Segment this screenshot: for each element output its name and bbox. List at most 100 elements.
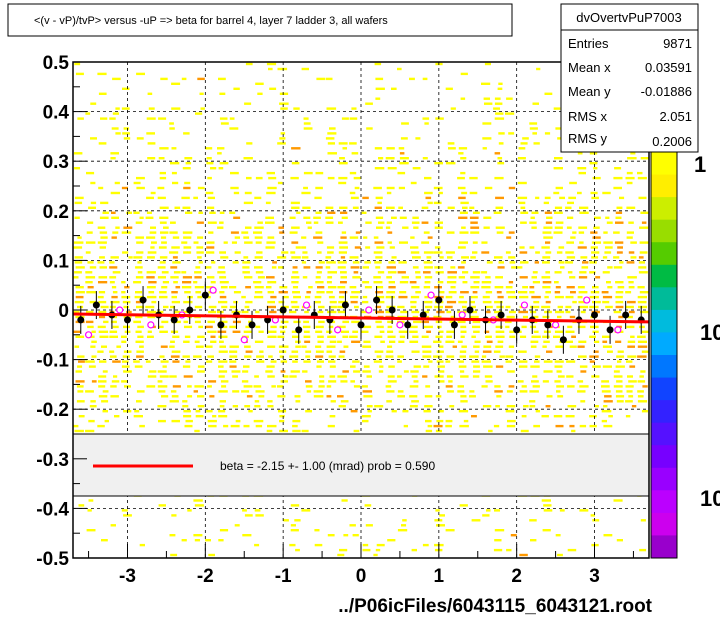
heatmap-cell <box>545 251 552 254</box>
heatmap-cell <box>401 276 409 279</box>
heatmap-cell <box>617 360 622 363</box>
heatmap-cell <box>544 211 552 214</box>
heatmap-cell <box>187 395 193 398</box>
y-tick-label: 0.3 <box>43 152 69 173</box>
heatmap-cell <box>494 300 503 304</box>
heatmap-cell <box>157 405 167 408</box>
heatmap-cell <box>327 335 336 338</box>
heatmap-cell <box>246 395 253 398</box>
heatmap-cell <box>99 335 109 338</box>
heatmap-cell <box>374 206 382 209</box>
heatmap-cell <box>373 553 378 557</box>
heatmap-cell <box>303 122 311 125</box>
heatmap-cell <box>602 365 612 368</box>
heatmap-cell <box>433 201 442 205</box>
heatmap-cell <box>315 276 321 279</box>
heatmap-cell <box>101 400 109 403</box>
heatmap-cell <box>386 291 396 294</box>
heatmap-cell <box>244 241 253 244</box>
heatmap-cell <box>546 216 553 219</box>
heatmap-cell <box>258 330 264 333</box>
heatmap-cell <box>121 295 131 299</box>
heatmap-cell <box>315 300 321 304</box>
heatmap-cell <box>157 196 166 200</box>
heatmap-cell <box>290 524 296 527</box>
heatmap-cell <box>630 152 636 155</box>
heatmap-cell <box>387 241 392 244</box>
heatmap-cell <box>457 320 466 324</box>
palette-segment <box>651 400 677 424</box>
heatmap-cell <box>235 419 241 423</box>
heatmap-cell <box>482 405 492 408</box>
heatmap-cell <box>301 236 307 239</box>
heatmap-cell <box>616 400 624 403</box>
heatmap-cell <box>159 171 166 175</box>
heatmap-cell <box>182 365 191 368</box>
heatmap-cell <box>579 365 588 368</box>
heatmap-cell <box>146 236 156 239</box>
heatmap-cell <box>364 261 371 264</box>
heatmap-cell <box>269 87 277 90</box>
heatmap-cell <box>581 266 589 269</box>
heatmap-cell <box>424 325 433 329</box>
heatmap-cell <box>113 375 118 378</box>
heatmap-cell <box>410 246 419 249</box>
heatmap-cell <box>630 335 635 338</box>
heatmap-cell <box>244 305 250 309</box>
y-tick-label: 0.5 <box>43 53 70 74</box>
heatmap-cell <box>625 385 634 388</box>
heatmap-cell <box>305 380 312 383</box>
heatmap-cell <box>374 167 385 170</box>
heatmap-cell <box>470 231 480 234</box>
heatmap-cell <box>325 137 335 140</box>
heatmap-cell <box>302 206 311 209</box>
heatmap-cell <box>379 365 384 368</box>
heatmap-cell <box>210 335 216 338</box>
heatmap-cell <box>98 385 106 388</box>
heatmap-cell <box>530 365 540 368</box>
heatmap-cell <box>413 320 421 324</box>
heatmap-cell <box>194 539 200 542</box>
heatmap-cell <box>457 385 464 388</box>
heatmap-cell <box>398 330 408 333</box>
heatmap-cell <box>109 276 117 279</box>
heatmap-cell <box>495 325 503 329</box>
heatmap-cell <box>133 211 140 214</box>
heatmap-cell <box>628 395 634 398</box>
heatmap-cell <box>424 266 433 269</box>
heatmap-cell <box>425 305 433 309</box>
heatmap-cell <box>289 375 297 378</box>
heatmap-cell <box>184 181 191 185</box>
heatmap-cell <box>342 335 349 338</box>
heatmap-cell <box>387 231 393 234</box>
heatmap-cell <box>602 300 610 304</box>
heatmap-cell <box>303 127 313 130</box>
heatmap-cell <box>339 291 348 294</box>
heatmap-cell <box>472 251 478 254</box>
heatmap-cell <box>100 117 108 120</box>
heatmap-cell <box>229 365 237 368</box>
heatmap-cell <box>553 335 561 338</box>
heatmap-cell <box>257 92 263 95</box>
heatmap-cell <box>279 419 285 423</box>
heatmap-cell <box>387 345 393 348</box>
heatmap-cell <box>615 216 622 219</box>
heatmap-cell <box>590 191 598 195</box>
heatmap-cell <box>532 385 540 388</box>
heatmap-cell <box>423 410 431 413</box>
heatmap-cell <box>350 295 359 299</box>
heatmap-cell <box>219 295 227 299</box>
heatmap-cell <box>146 276 155 279</box>
heatmap-cell <box>265 216 274 219</box>
heatmap-cell <box>254 226 264 229</box>
heatmap-cell <box>279 231 285 234</box>
legend-text: beta = -2.15 +- 1.00 (mrad) prob = 0.590 <box>220 459 435 473</box>
heatmap-cell <box>482 295 490 299</box>
heatmap-cell <box>290 300 298 304</box>
heatmap-cell <box>279 286 288 289</box>
heatmap-cell <box>330 305 337 309</box>
heatmap-cell <box>314 196 322 200</box>
heatmap-cell <box>219 405 225 408</box>
heatmap-cell <box>387 325 393 329</box>
heatmap-cell <box>543 236 553 239</box>
